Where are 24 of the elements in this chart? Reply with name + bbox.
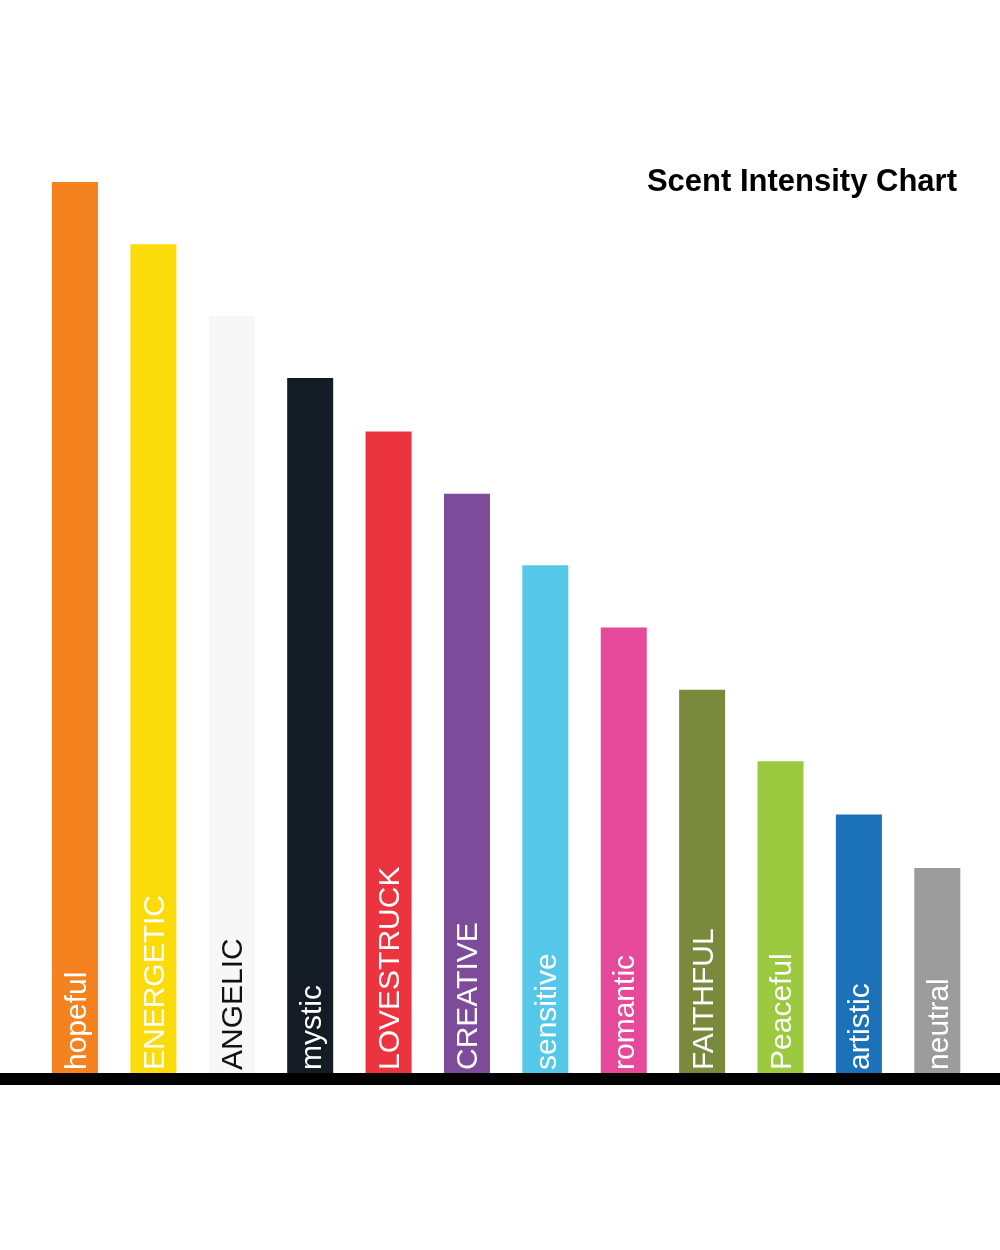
x-tick-label: mystic [293, 985, 327, 1070]
x-tick-label: romantic [607, 954, 641, 1070]
x-tick-label: ENERGETIC [136, 894, 170, 1070]
x-tick-label: CREATIVE [450, 922, 484, 1070]
bar [365, 431, 412, 1073]
bar [914, 868, 961, 1073]
bar [835, 814, 882, 1073]
bar [600, 627, 647, 1073]
x-tick-label: hopeful [58, 971, 92, 1070]
bar [757, 761, 804, 1073]
x-tick-label: sensitive [528, 953, 562, 1070]
x-tick-label: artistic [842, 983, 876, 1070]
bar [679, 689, 726, 1073]
x-tick-label: ANGELIC [215, 938, 249, 1070]
x-tick-label: Peaceful [764, 953, 798, 1070]
bar [522, 565, 569, 1073]
x-tick-label: LOVESTRUCK [372, 866, 406, 1070]
x-tick-label: FAITHFUL [685, 928, 719, 1070]
bar [443, 493, 490, 1073]
chart-title: Scent Intensity Chart [646, 162, 957, 198]
bar [52, 182, 99, 1073]
bar [130, 244, 177, 1073]
x-tick-label: neutral [920, 978, 954, 1070]
bar [287, 378, 334, 1073]
